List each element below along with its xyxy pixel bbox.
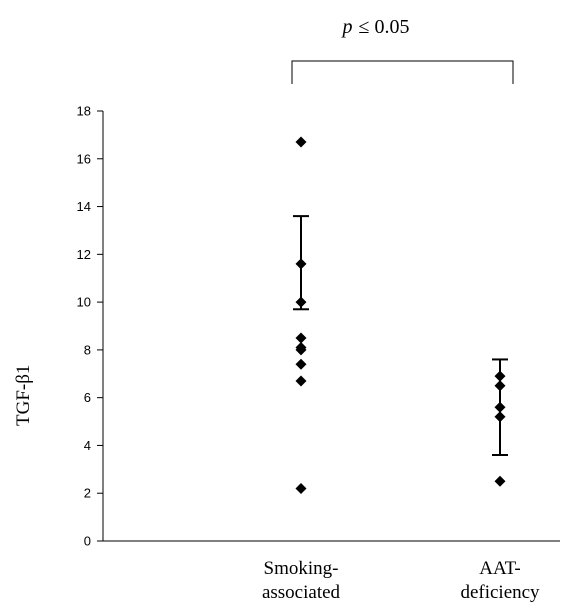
- data-point-diamond: [295, 358, 307, 370]
- p-comparison: ≤ 0.05: [359, 16, 410, 38]
- x-category-label-smoking-line2: associated: [262, 582, 341, 603]
- y-axis-label: TGF-β1: [13, 365, 34, 426]
- data-point-diamond: [494, 370, 506, 382]
- data-point-diamond: [295, 344, 307, 356]
- data-point-diamond: [295, 375, 307, 387]
- y-tick-label: 6: [84, 390, 91, 405]
- significance-bracket: [291, 60, 514, 84]
- error-bars-layer: [293, 215, 508, 456]
- p-symbol: p: [341, 16, 353, 38]
- points-layer: [295, 136, 506, 494]
- data-point-diamond: [494, 475, 506, 487]
- data-point-diamond: [494, 380, 506, 392]
- y-tick-label: 8: [84, 342, 91, 357]
- data-point-diamond: [295, 482, 307, 494]
- labels-layer: TGF-β1 Smoking- associated AAT- deficien…: [13, 365, 540, 603]
- x-category-label-smoking-line1: Smoking-: [264, 558, 339, 579]
- axes-layer: 0 2 4 6 8 10 12 14 16 18: [77, 104, 560, 549]
- y-tick-label: 2: [84, 486, 91, 501]
- y-tick-label: 4: [84, 438, 91, 453]
- data-point-diamond: [295, 258, 307, 270]
- x-category-label-aat-line2: deficiency: [460, 582, 540, 603]
- y-tick-label: 12: [77, 247, 91, 262]
- data-point-diamond: [295, 296, 307, 308]
- y-tick-label: 16: [77, 151, 91, 166]
- y-tick-label: 14: [77, 199, 91, 214]
- p-value-label: p ≤ 0.05: [341, 16, 410, 38]
- y-tick-label: 10: [77, 295, 91, 310]
- data-point-diamond: [494, 411, 506, 423]
- data-point-diamond: [494, 401, 506, 413]
- x-category-label-aat-line1: AAT-: [479, 558, 521, 579]
- data-point-diamond: [295, 332, 307, 344]
- y-tick-label: 0: [84, 534, 91, 549]
- significance-annotation: p ≤ 0.05: [291, 16, 514, 84]
- y-tick-label: 18: [77, 104, 91, 119]
- data-point-diamond: [295, 136, 307, 148]
